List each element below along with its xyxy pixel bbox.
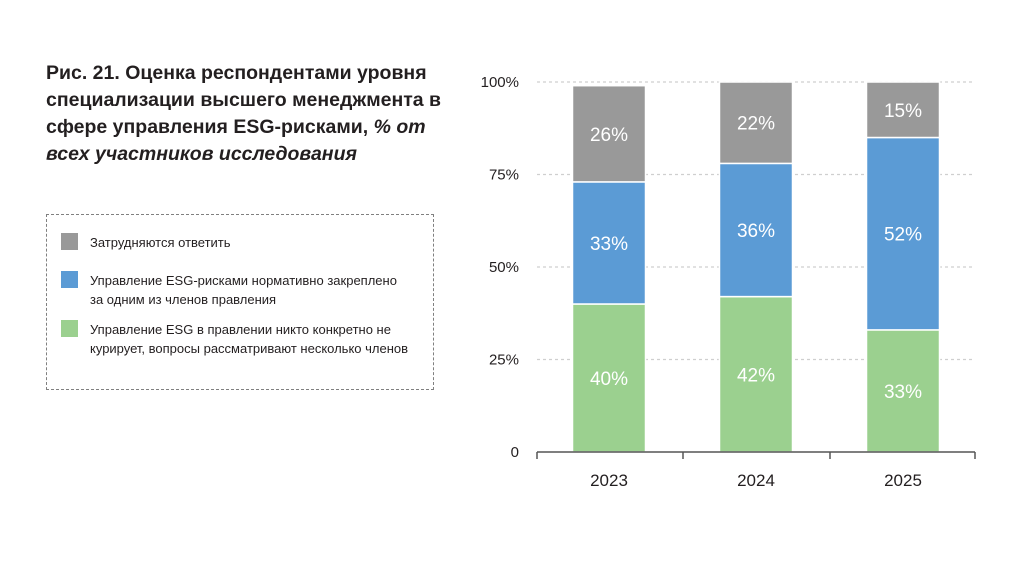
bar-2025-gray (865, 81, 941, 139)
data-label-2023-green: 40% (590, 369, 628, 390)
chart-title-main: Рис. 21. Оценка респондентами уровня спе… (46, 62, 442, 138)
data-label-2024-gray: 22% (737, 114, 775, 135)
chart-title: Рис. 21. Оценка респондентами уровня спе… (46, 60, 446, 168)
legend: Затрудняются ответить Управление ESG-рис… (46, 214, 434, 390)
data-label-2024-green: 42% (737, 365, 775, 386)
legend-label-single-member: Управление ESG-рисками нормативно закреп… (90, 273, 397, 307)
bar-2025-green (865, 329, 941, 453)
data-label-2023-blue: 33% (590, 234, 628, 255)
x-tick-label-2025: 2025 (884, 471, 922, 490)
data-label-2025-green: 33% (884, 382, 922, 403)
data-label-2025-blue: 52% (884, 225, 922, 246)
legend-swatch-blue (61, 271, 78, 288)
x-tick-label-2023: 2023 (590, 471, 628, 490)
data-label-2023-gray: 26% (590, 125, 628, 146)
legend-item-unsure: Затрудняются ответить (61, 233, 410, 252)
y-tick-label-25: 25% (489, 352, 519, 369)
bar-2023-blue (571, 181, 647, 305)
legend-label-no-one: Управление ESG в правлении никто конкрет… (90, 322, 409, 356)
bar-2023-green (571, 303, 647, 453)
legend-swatch-gray (61, 233, 78, 250)
data-label-2024-blue: 36% (737, 221, 775, 242)
y-tick-label-0: 0 (511, 444, 519, 461)
y-tick-label-100: 100% (481, 74, 519, 91)
bar-2024-green (718, 295, 794, 453)
y-tick-label-75: 75% (489, 167, 519, 184)
bar-2025-blue (865, 136, 941, 331)
legend-swatch-green (61, 320, 78, 337)
legend-label-unsure: Затрудняются ответить (90, 235, 231, 250)
legend-item-no-one: Управление ESG в правлении никто конкрет… (61, 320, 410, 358)
bar-2023-gray (571, 84, 647, 183)
legend-item-single-member: Управление ESG-рисками нормативно закреп… (61, 271, 410, 309)
x-tick-label-2024: 2024 (737, 471, 775, 490)
chart-title-suffix: % от всех участников исследования (46, 116, 426, 165)
data-label-2025-gray: 15% (884, 101, 922, 122)
bar-2024-gray (718, 81, 794, 165)
y-tick-label-50: 50% (489, 259, 519, 276)
